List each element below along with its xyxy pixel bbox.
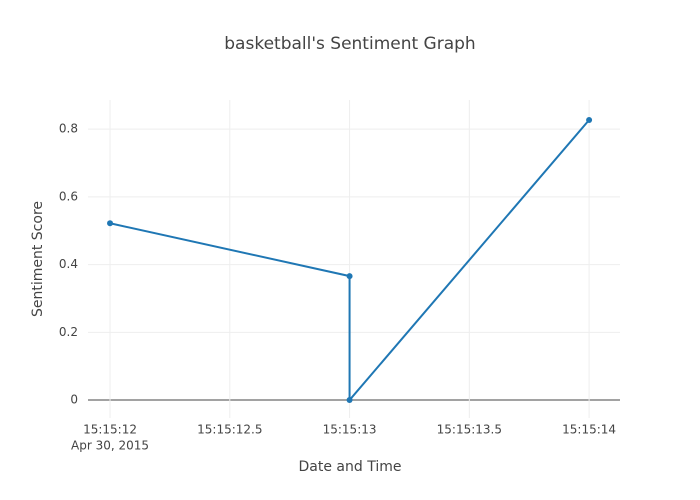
y-tick-label: 0.4: [59, 257, 78, 271]
x-tick-label: 15:15:12.5: [197, 423, 262, 437]
point: [346, 397, 353, 404]
y-tick-label: 0.6: [59, 189, 78, 203]
x-date-label: Apr 30, 2015: [71, 439, 149, 453]
y-tick-label: 0: [70, 393, 78, 407]
chart-title: basketball's Sentiment Graph: [224, 34, 475, 54]
y-axis-title: Sentiment Score: [30, 201, 46, 317]
x-tick-label: 15:15:12: [83, 423, 137, 437]
x-tick-label: 15:15:13.5: [437, 423, 502, 437]
y-tick-label: 0.8: [59, 122, 78, 136]
point: [107, 220, 114, 227]
x-tick-label: 15:15:14: [562, 423, 616, 437]
x-axis-title: Date and Time: [299, 459, 402, 475]
line: [109, 119, 590, 403]
x-tick-label: 15:15:13: [323, 423, 377, 437]
point: [586, 116, 593, 123]
y-tick-label: 0.2: [59, 325, 78, 339]
point: [346, 273, 353, 280]
